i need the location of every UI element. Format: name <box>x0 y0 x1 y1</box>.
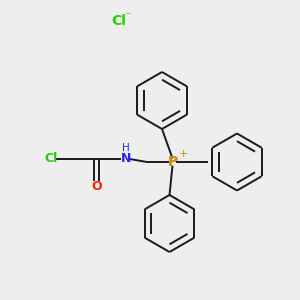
Text: Cl: Cl <box>44 152 58 166</box>
Text: H: H <box>122 142 130 153</box>
Text: +: + <box>179 148 189 159</box>
Text: Cl: Cl <box>111 14 126 28</box>
Text: N: N <box>121 152 131 166</box>
Text: P: P <box>167 155 178 169</box>
Text: O: O <box>92 179 102 193</box>
Text: ⁻: ⁻ <box>124 10 131 23</box>
